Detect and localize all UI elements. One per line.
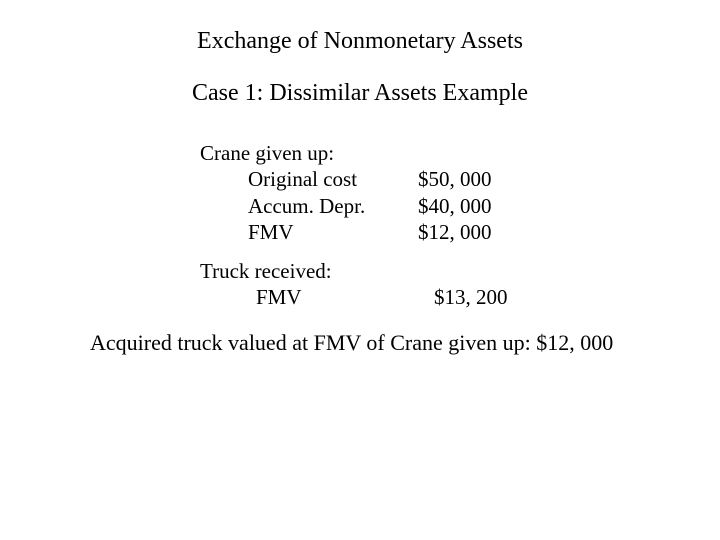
truck-value: $13, 200 <box>426 284 554 310</box>
crane-label: FMV <box>200 219 418 245</box>
crane-label: Original cost <box>200 166 418 192</box>
crane-block: Crane given up: Original cost $50, 000 A… <box>200 140 538 245</box>
truck-heading: Truck received: <box>200 258 554 284</box>
crane-value: $50, 000 <box>418 166 538 192</box>
crane-value: $40, 000 <box>418 193 538 219</box>
truck-block: Truck received: FMV $13, 200 <box>200 258 554 311</box>
crane-row-accum-depr: Accum. Depr. $40, 000 <box>200 193 538 219</box>
truck-label: FMV <box>200 284 426 310</box>
crane-value: $12, 000 <box>418 219 538 245</box>
crane-heading: Crane given up: <box>200 140 538 166</box>
crane-row-fmv: FMV $12, 000 <box>200 219 538 245</box>
crane-label: Accum. Depr. <box>200 193 418 219</box>
truck-row-fmv: FMV $13, 200 <box>200 284 554 310</box>
slide-subtitle: Case 1: Dissimilar Assets Example <box>0 80 720 107</box>
slide-title: Exchange of Nonmonetary Assets <box>0 28 720 55</box>
slide: Exchange of Nonmonetary Assets Case 1: D… <box>0 0 720 540</box>
crane-row-original-cost: Original cost $50, 000 <box>200 166 538 192</box>
conclusion-text: Acquired truck valued at FMV of Crane gi… <box>90 330 613 356</box>
